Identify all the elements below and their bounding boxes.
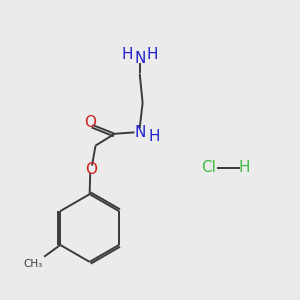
Text: Cl: Cl [202, 160, 216, 175]
Text: H: H [238, 160, 250, 175]
Text: H: H [146, 47, 158, 62]
Text: CH₃: CH₃ [23, 259, 43, 269]
Text: N: N [134, 51, 146, 66]
Text: H: H [148, 129, 160, 144]
Text: O: O [84, 115, 96, 130]
Text: N: N [134, 125, 146, 140]
Text: O: O [85, 162, 97, 177]
Text: H: H [122, 47, 133, 62]
